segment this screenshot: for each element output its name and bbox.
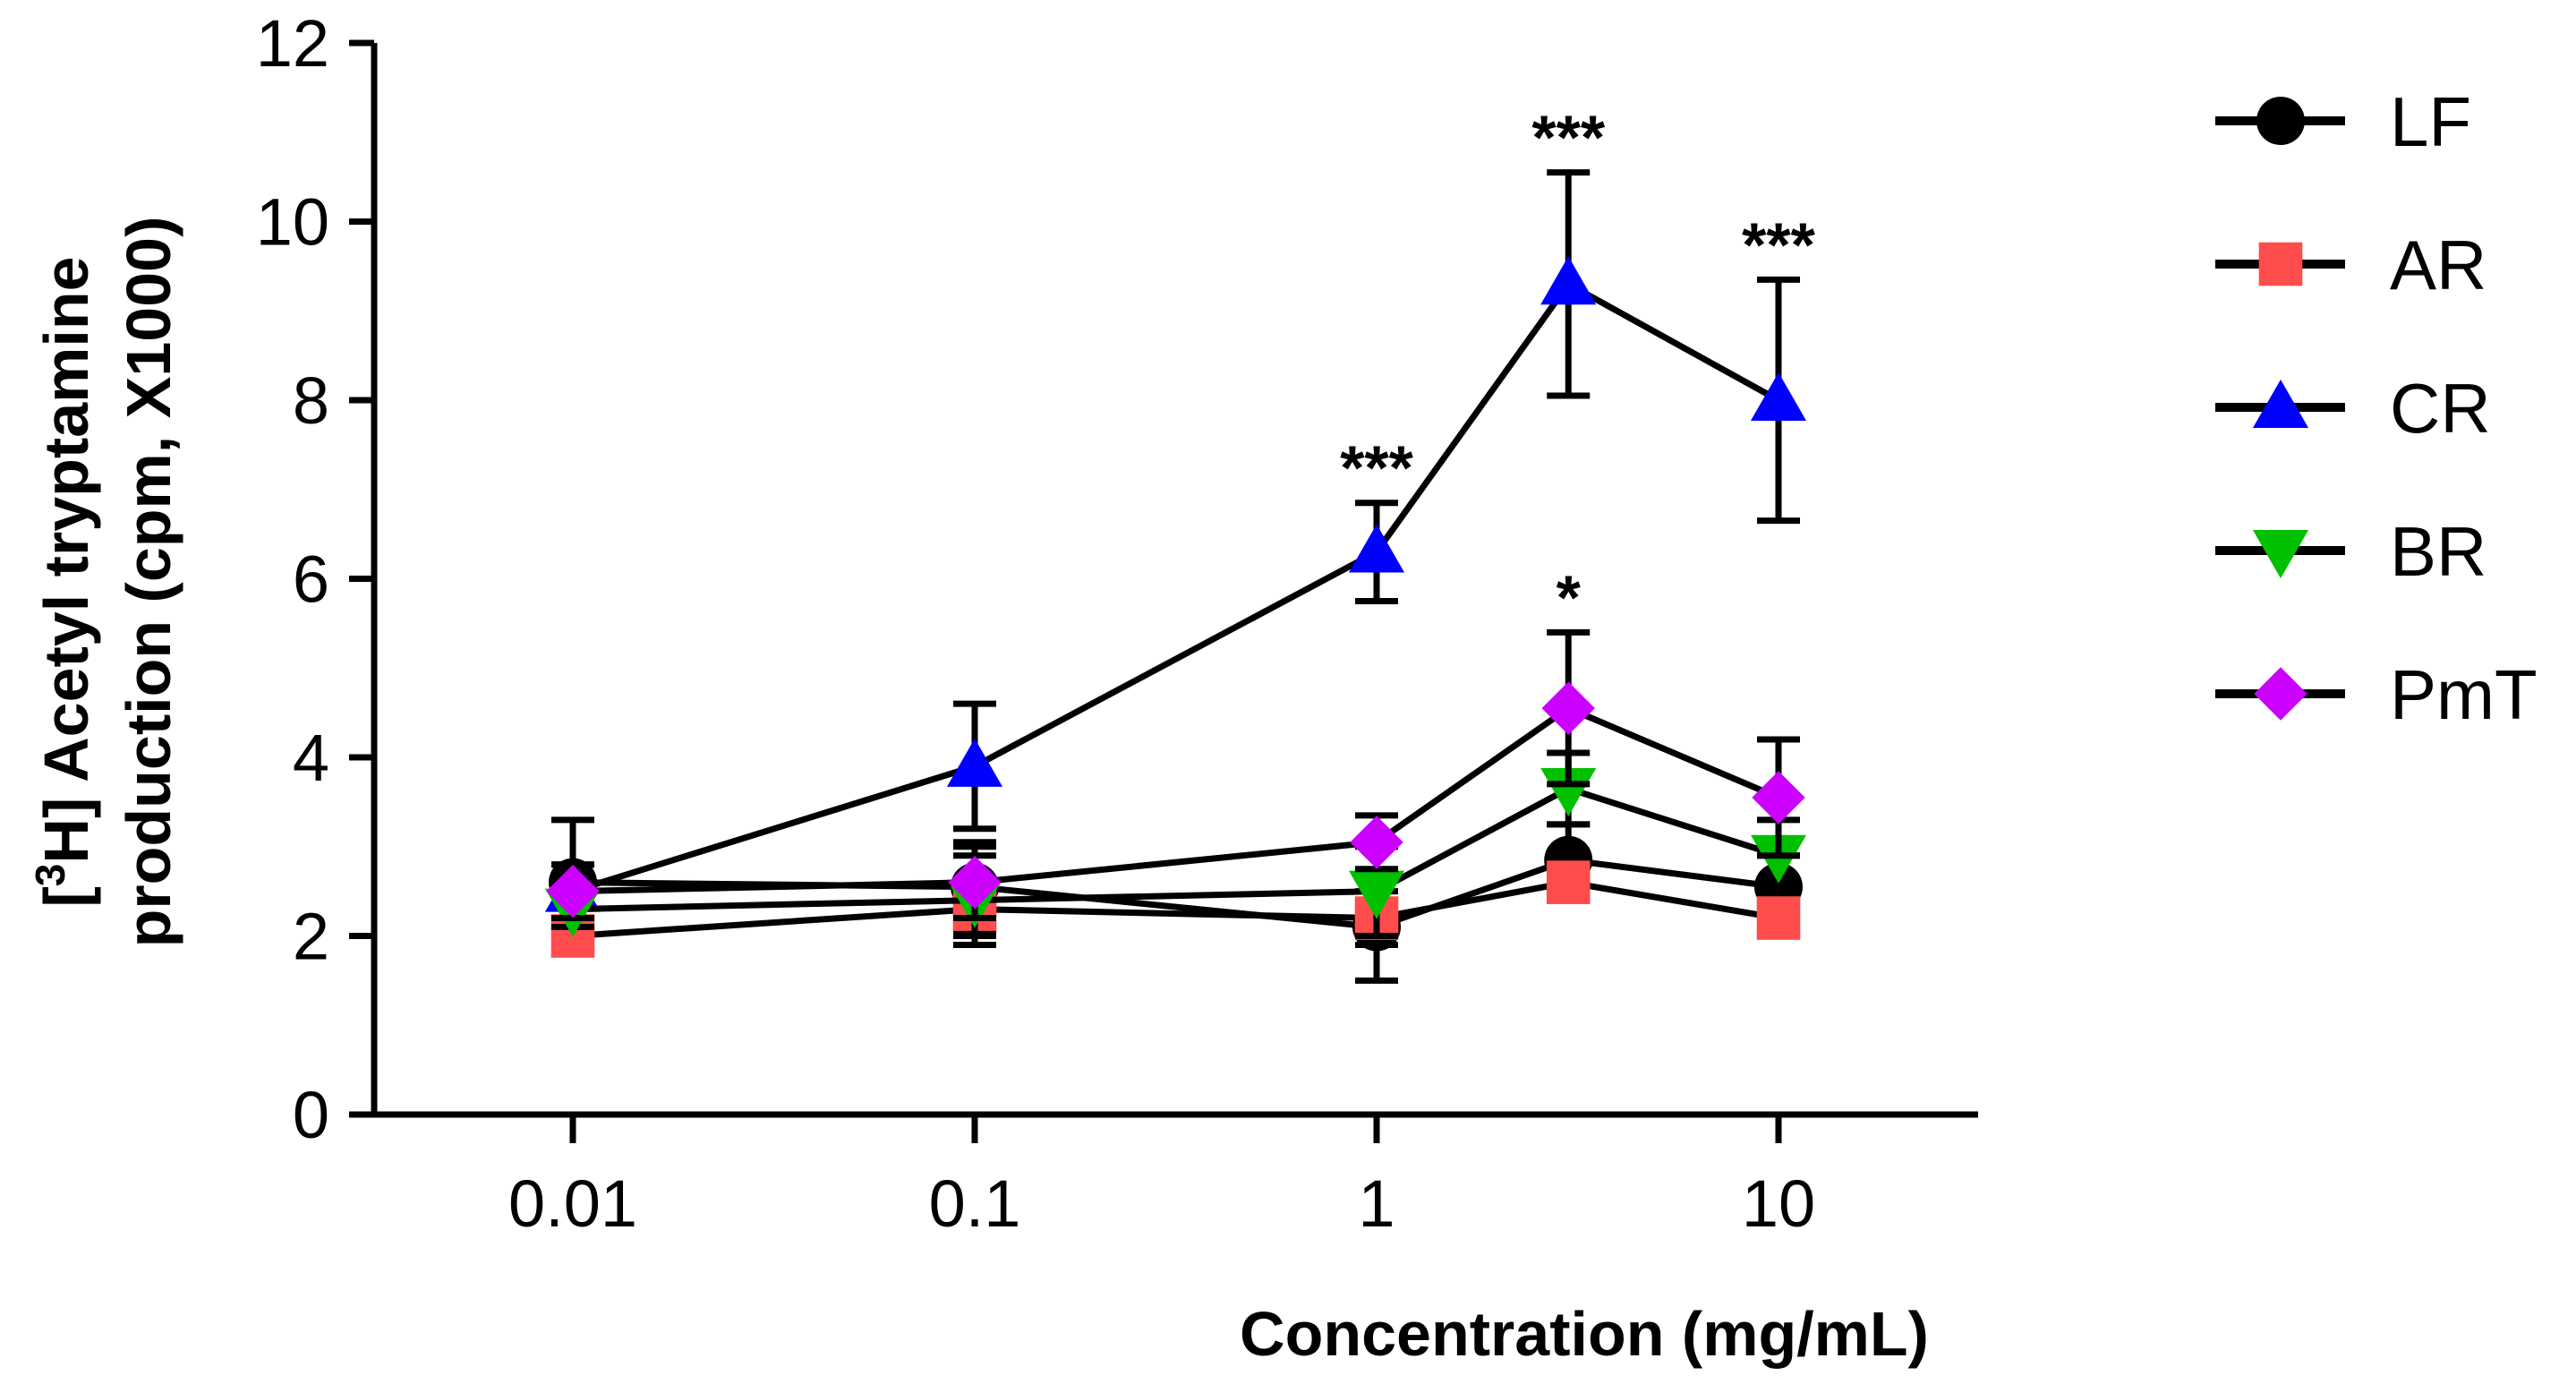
- legend-item-br: BR: [2215, 512, 2486, 591]
- legend-marker: [2258, 242, 2303, 286]
- data-point: [1348, 524, 1405, 573]
- legend-marker: [2256, 97, 2305, 145]
- data-point: [1756, 896, 1801, 940]
- y-axis-title-line-1: [3H] Acetyl tryptamine: [27, 256, 101, 907]
- series-lf: [549, 816, 1803, 984]
- x-tick-label: 1: [1358, 1166, 1395, 1241]
- x-tick-label: 10: [1742, 1166, 1815, 1241]
- legend-item-cr: CR: [2215, 369, 2491, 448]
- y-tick-label: 10: [256, 185, 329, 260]
- data-point: [1540, 256, 1597, 305]
- legend-label: BR: [2390, 512, 2486, 591]
- axes: 0 2 4 6 8 10 12 0.01 0.1 1 10: [256, 6, 1978, 1241]
- legend-item-ar: AR: [2215, 226, 2486, 304]
- legend-marker: [2252, 530, 2309, 579]
- legend-label: PmT: [2390, 655, 2538, 734]
- y-tick-label: 4: [293, 721, 329, 795]
- legend-item-pmt: PmT: [2215, 655, 2538, 734]
- y-tick-label: 12: [256, 6, 329, 81]
- y-axis-title: [3H] Acetyl tryptamine production (cpm, …: [27, 217, 183, 948]
- y-tick-label: 8: [293, 363, 329, 438]
- data-point: [948, 855, 1002, 910]
- legend-marker: [2254, 667, 2307, 721]
- data-point: [1750, 834, 1807, 884]
- series-line: [572, 785, 1780, 913]
- legend-marker: [2252, 379, 2309, 428]
- legend-item-lf: LF: [2215, 82, 2471, 161]
- annotations: **********: [1340, 103, 1815, 633]
- data-point: [1546, 860, 1591, 904]
- series-layer: [544, 169, 1807, 984]
- series-br: [544, 749, 1807, 948]
- y-tick-label: 2: [293, 900, 329, 974]
- data-point: [1750, 372, 1807, 421]
- significance-label: *: [1557, 562, 1582, 632]
- y-axis-title-line-2: production (cpm, X1000): [114, 217, 183, 948]
- y-tick-label: 6: [293, 542, 329, 617]
- legend: LF AR CR BR PmT: [2215, 82, 2538, 734]
- series-pmt: [546, 628, 1805, 922]
- data-point: [1752, 771, 1805, 824]
- data-point: [1348, 870, 1405, 919]
- y-tick-label: 0: [293, 1078, 329, 1152]
- legend-label: CR: [2390, 369, 2491, 448]
- y-axis-title-line-1-text: H] Acetyl tryptamine: [31, 256, 101, 863]
- significance-label: ***: [1742, 209, 1815, 279]
- x-axis-title: Concentration (mg/mL): [1240, 1299, 1929, 1369]
- x-tick-label: 0.01: [508, 1166, 637, 1241]
- data-point: [546, 864, 600, 918]
- significance-label: ***: [1531, 103, 1605, 173]
- legend-label: AR: [2390, 226, 2486, 304]
- data-point: [1540, 767, 1597, 816]
- data-point: [946, 738, 1003, 787]
- x-tick-label: 0.1: [929, 1166, 1021, 1241]
- significance-label: ***: [1340, 433, 1413, 503]
- legend-label: LF: [2390, 82, 2471, 161]
- data-point: [1350, 816, 1403, 869]
- data-point: [1541, 681, 1595, 735]
